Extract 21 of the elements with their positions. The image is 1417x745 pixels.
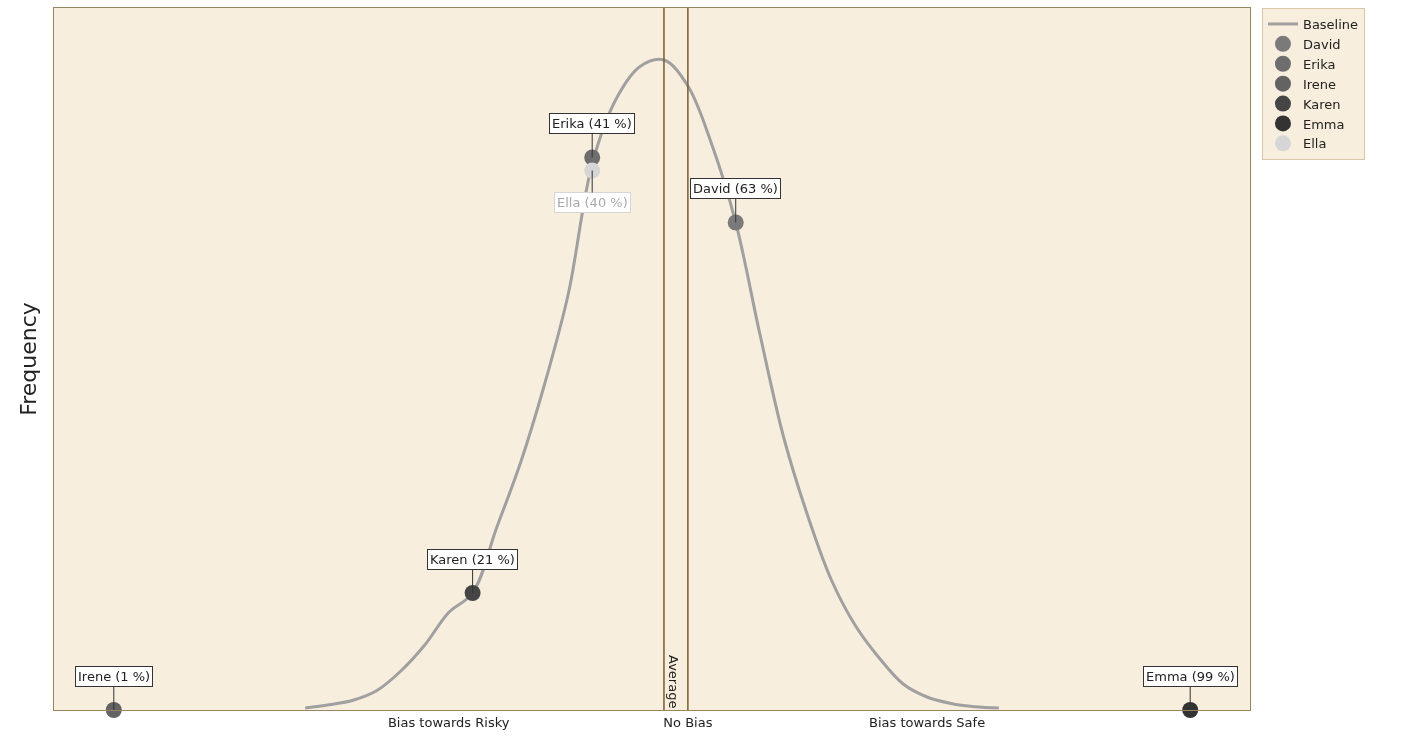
point (464, 585, 481, 601)
legend-label: David (1302, 36, 1341, 52)
annotation: Emma (99 %) (1146, 669, 1235, 684)
annotation: David (63 %) (693, 181, 778, 196)
legend-label: Irene (1302, 76, 1337, 92)
annotation: Erika (41 %) (552, 116, 632, 131)
legend-label: Erika (1302, 56, 1336, 72)
legend-label: Ella (1302, 136, 1327, 152)
annotation: Ella (40 %) (557, 195, 628, 210)
legend-label: Karen (1302, 96, 1341, 112)
y-axis-title: Frequency (15, 302, 41, 416)
point (584, 162, 601, 179)
x-tick-label: Bias towards Risky (387, 714, 510, 730)
legend-label: Baseline (1302, 17, 1359, 33)
x-tick-label: No Bias (663, 714, 713, 730)
point (727, 214, 744, 231)
x-tick-label: Bias towards Safe (869, 714, 986, 730)
legend-label: Emma (1302, 116, 1345, 132)
annotation: Karen (21 %) (430, 552, 515, 567)
annotation: Irene (1 %) (78, 669, 151, 684)
text: Average (665, 655, 681, 709)
